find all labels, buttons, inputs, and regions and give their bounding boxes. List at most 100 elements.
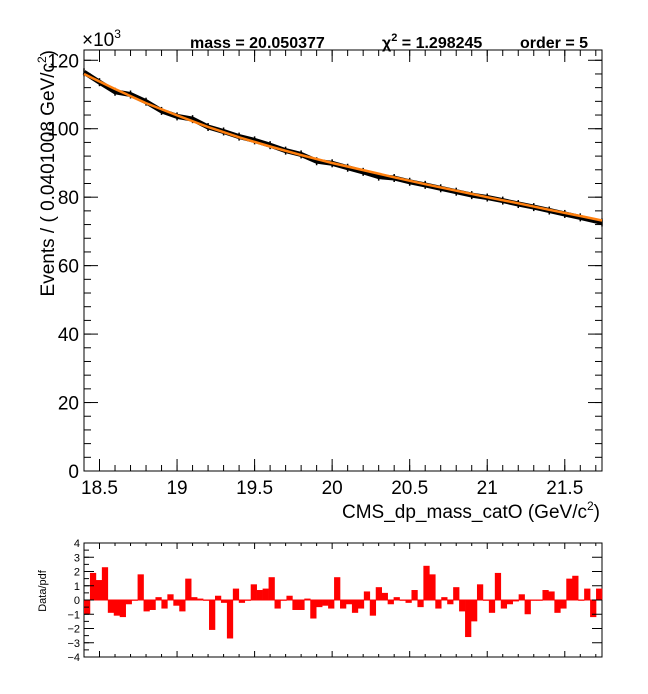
- residual-bar: [417, 600, 424, 608]
- residual-y-tick-labels: −4 −3 −2 −1 0 1 2 3 4: [67, 538, 80, 664]
- residual-bar: [161, 600, 168, 609]
- y-tick-label: 20: [58, 394, 79, 415]
- x-tick-label: 21: [477, 478, 498, 499]
- residual-bar: [429, 574, 436, 600]
- residual-y-tick-label: 2: [74, 567, 80, 579]
- residual-bar: [357, 600, 365, 609]
- residual-plot: −4 −3 −2 −1 0 1 2 3 4 Data/pdf: [37, 538, 603, 664]
- residual-y-tick-label: −2: [67, 624, 80, 636]
- residual-bar: [435, 600, 442, 609]
- x-tick-label: 18.5: [81, 478, 118, 499]
- residual-bar: [322, 600, 329, 606]
- residual-axis-ticks: [83, 542, 602, 658]
- y-tick-label: 100: [47, 120, 79, 141]
- x-tick-label: 19: [166, 478, 187, 499]
- residual-bar: [89, 572, 97, 600]
- residual-bar: [590, 600, 597, 618]
- x-tick-label: 20.5: [391, 478, 428, 499]
- residual-bar: [465, 600, 472, 638]
- main-y-tick-labels: 0 20 40 60 80 100 120: [47, 51, 79, 483]
- residual-bar: [179, 600, 186, 612]
- residual-bar: [328, 600, 335, 609]
- y-exponent-label: ×103: [82, 27, 121, 51]
- residual-bar: [298, 600, 305, 610]
- y-tick-label: 80: [58, 188, 79, 209]
- y-axis-label: Events / ( 0.0401008 GeV/c2): [35, 50, 59, 296]
- x-tick-label: 20: [322, 478, 343, 499]
- residual-bar: [292, 600, 299, 610]
- y-tick-label: 0: [68, 462, 79, 483]
- residual-bar: [167, 594, 174, 600]
- y-tick-label: 120: [47, 51, 79, 72]
- residual-y-tick-label: 3: [74, 552, 80, 564]
- residual-bar: [137, 574, 144, 600]
- residual-bar: [459, 600, 466, 612]
- mass-label: mass = 20.050377: [190, 35, 325, 52]
- residual-bar: [155, 597, 162, 600]
- residual-bar: [542, 590, 549, 600]
- residual-bar: [405, 600, 412, 603]
- residual-y-tick-label: 0: [74, 595, 80, 607]
- residual-bar: [494, 572, 502, 600]
- residual-bar: [125, 600, 132, 605]
- residual-bar: [506, 600, 513, 605]
- residual-bar: [149, 600, 156, 610]
- x-tick-label: 19.5: [236, 478, 273, 499]
- residual-bar: [518, 594, 525, 600]
- residual-bar: [209, 600, 216, 630]
- fit-curve: [83, 72, 603, 222]
- residual-y-tick-label: −3: [67, 638, 80, 650]
- residual-bar: [447, 600, 454, 605]
- residual-bar: [393, 597, 400, 600]
- residual-bar: [554, 600, 561, 613]
- residual-bar: [369, 600, 377, 616]
- residual-bar: [250, 584, 257, 600]
- main-axis-ticks: [83, 50, 602, 472]
- residual-bar: [119, 600, 126, 618]
- residual-bar: [560, 600, 567, 609]
- residual-bar: [101, 567, 109, 600]
- residual-bar: [274, 600, 281, 609]
- residual-bar: [340, 600, 347, 609]
- residual-bar: [375, 587, 382, 600]
- residual-bar: [488, 600, 496, 613]
- residual-bar: [238, 600, 246, 603]
- residual-bar: [387, 600, 394, 605]
- chi2-label: χ2 = 1.298245: [382, 32, 482, 52]
- residual-bar: [381, 592, 388, 601]
- residual-bar: [423, 565, 430, 600]
- residual-bar: [596, 588, 603, 600]
- residual-bar: [471, 600, 478, 622]
- residual-bar: [345, 600, 353, 605]
- residual-bar: [173, 600, 180, 606]
- residual-bar: [351, 600, 359, 613]
- residual-y-tick-label: 1: [74, 581, 80, 593]
- residual-bar: [191, 597, 198, 600]
- residual-bar: [197, 598, 204, 600]
- residual-bar: [214, 595, 222, 600]
- residual-bar: [310, 600, 317, 619]
- main-plot-frame: [83, 49, 603, 472]
- residual-bar: [256, 590, 263, 600]
- order-label: order = 5: [520, 35, 588, 52]
- residual-bar: [107, 600, 115, 613]
- residual-bar: [304, 598, 311, 600]
- y-tick-label: 60: [58, 257, 79, 278]
- residual-bar: [226, 600, 234, 639]
- residual-bar: [262, 588, 269, 600]
- residual-y-tick-label: 4: [74, 538, 80, 550]
- residual-bar: [334, 577, 341, 600]
- residual-bar: [220, 600, 228, 603]
- residual-bar: [232, 588, 240, 600]
- residual-bar: [363, 591, 371, 600]
- x-tick-label: 21.5: [546, 478, 583, 499]
- y-tick-label: 40: [58, 325, 79, 346]
- residual-bar: [512, 600, 519, 602]
- residual-bar: [476, 584, 484, 600]
- residual-bar: [185, 578, 192, 601]
- residual-bar: [500, 600, 508, 609]
- main-plot: 18.5 19 19.5 20 20.5 21 21.5 0 20 40 60 80 100 120 C…: [35, 49, 603, 523]
- x-axis-label: CMS_dp_mass_catO (GeV/c2): [342, 499, 600, 523]
- residual-bar: [411, 590, 418, 600]
